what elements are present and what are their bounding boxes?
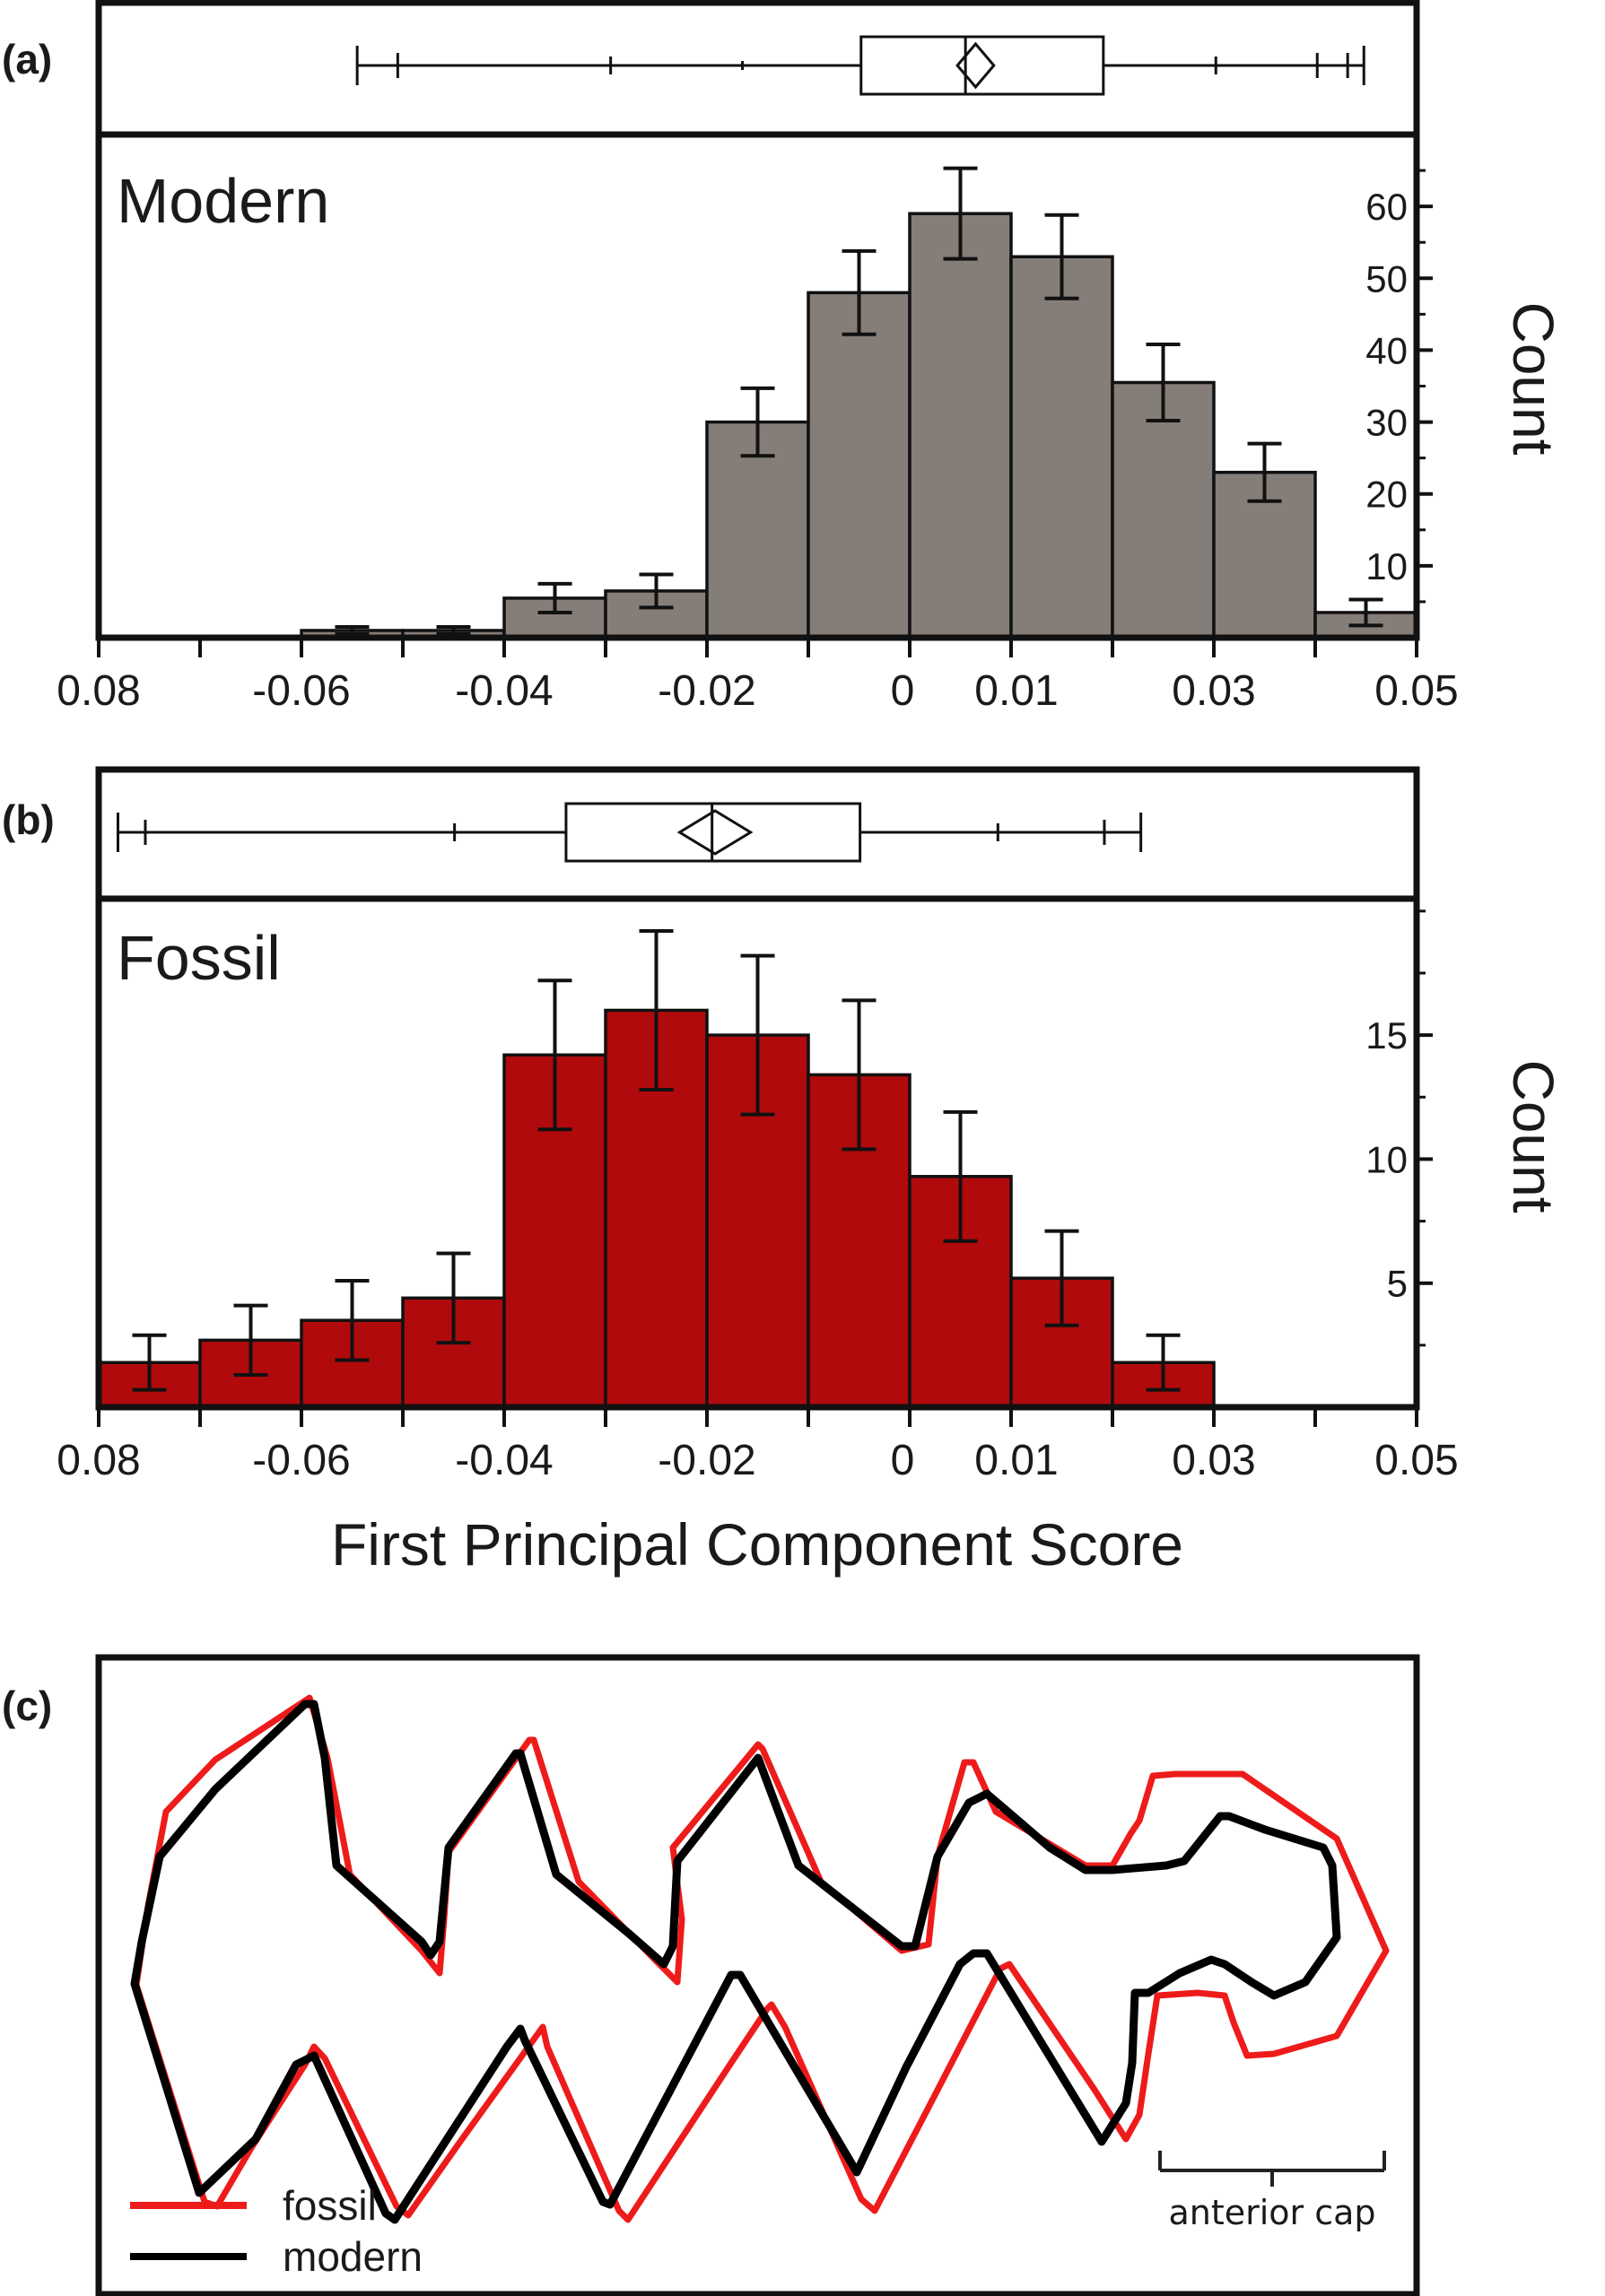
x-tick-label: 0	[891, 667, 915, 715]
panel-c-frame	[95, 1654, 1420, 2296]
panel-b-y-ticks: 5 10 15	[1365, 909, 1433, 1347]
anterior-cap-label: anterior cap	[1168, 2193, 1375, 2232]
panel-a-box-plot	[355, 35, 1365, 96]
x-tick-label: 0.08	[57, 667, 140, 715]
x-tick-label: -0.02	[658, 667, 755, 715]
panel-a-x-ticks: 0.08 -0.06 -0.04 -0.02 0 0.01 0.03 0.05	[57, 638, 1459, 715]
y-tick-label: 30	[1365, 402, 1408, 444]
x-tick-label: -0.02	[658, 1437, 755, 1484]
panel-a-hist-frame	[95, 131, 1420, 641]
x-tick-label: -0.06	[252, 1437, 350, 1484]
panel-a-group-label: Modern	[117, 166, 329, 236]
x-tick-label: 0.01	[974, 667, 1058, 715]
histogram-bar	[807, 291, 912, 639]
box-iqr	[859, 35, 1105, 96]
panel-b-x-axis-title: First Principal Component Score	[331, 1511, 1183, 1578]
histogram-bar	[705, 420, 810, 639]
y-tick-label: 10	[1365, 1138, 1408, 1180]
x-tick-label: 0.05	[1374, 1437, 1458, 1484]
y-tick-label: 15	[1365, 1014, 1408, 1057]
y-tick-label: 50	[1365, 257, 1408, 300]
box-mean-diamond	[676, 809, 754, 856]
panel-b-hist-frame	[95, 895, 1420, 1411]
panel-b-y-axis-title: Count	[1501, 1060, 1566, 1213]
panel-b-letter: (b)	[2, 796, 55, 843]
panel-a-error-bars	[335, 166, 1383, 636]
x-tick-label: -0.04	[455, 1437, 553, 1484]
modern-outline	[130, 1700, 1341, 2224]
panel-b-group-label: Fossil	[117, 923, 281, 993]
y-tick-label: 20	[1365, 474, 1408, 516]
panel-a-letter: (a)	[2, 36, 52, 83]
histogram-bar	[1009, 255, 1114, 639]
panel-c-letter: (c)	[2, 1683, 52, 1729]
panel-b-fossil: (b) 0.08 -0.06 -0.04 -0.02 0 0.01 0.03 0.05 5 10…	[2, 766, 1566, 1578]
anterior-cap-bracket	[1158, 2151, 1386, 2187]
legend-fossil-label: fossil	[283, 2182, 377, 2229]
legend: fossil modern	[130, 2182, 423, 2280]
x-tick-label: 0	[891, 1437, 915, 1484]
fossil-outline	[133, 1694, 1390, 2223]
x-tick-label: 0.03	[1172, 1437, 1255, 1484]
histogram-bar	[908, 212, 1013, 639]
panel-a-box-frame	[95, 0, 1420, 138]
y-tick-label: 60	[1365, 186, 1408, 228]
panel-c-outlines: (c) anterior cap fossil modern	[2, 1654, 1420, 2296]
panel-a-y-ticks: 10 20 30 40 50 60	[1365, 169, 1433, 604]
panel-b-box-plot	[116, 802, 1143, 863]
x-tick-label: 0.05	[1374, 667, 1458, 715]
x-tick-label: 0.03	[1172, 667, 1255, 715]
y-tick-label: 40	[1365, 329, 1408, 371]
x-tick-label: -0.06	[252, 667, 350, 715]
panel-a-modern: (a) 0.08 -0.06 -0.04 -0.02 0 0.01 0.03 0.05 10 2…	[2, 0, 1566, 715]
panel-a-y-axis-title: Count	[1501, 302, 1566, 456]
y-tick-label: 10	[1365, 545, 1408, 587]
panel-b-error-bars	[132, 928, 1181, 1392]
x-tick-label: 0.01	[974, 1437, 1058, 1484]
y-tick-label: 5	[1387, 1263, 1408, 1305]
box-mean-diamond	[955, 41, 996, 90]
x-tick-label: 0.08	[57, 1437, 140, 1484]
x-tick-label: -0.04	[455, 667, 553, 715]
panel-b-x-ticks: 0.08 -0.06 -0.04 -0.02 0 0.01 0.03 0.05	[57, 1407, 1459, 1484]
legend-modern-label: modern	[283, 2233, 423, 2280]
